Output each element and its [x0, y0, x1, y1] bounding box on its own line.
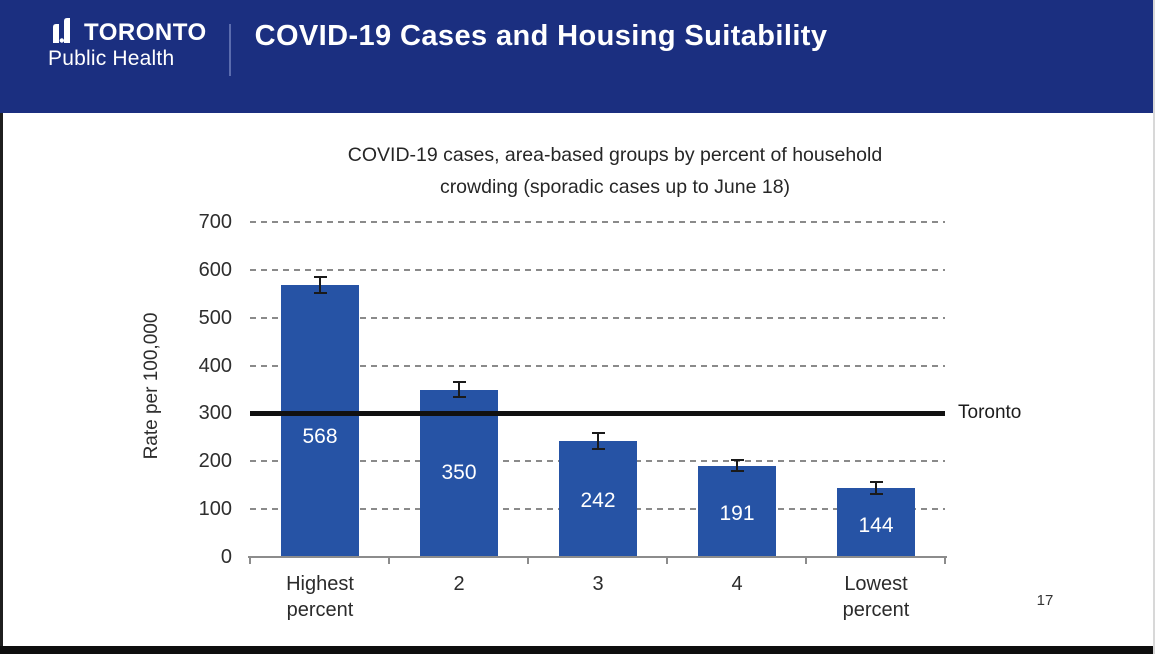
error-bar-cap-bottom-5 — [869, 493, 883, 495]
x-axis-tick — [249, 558, 251, 564]
error-bar-cap-bottom-3 — [591, 448, 605, 450]
gridline-600 — [250, 269, 945, 271]
bottom-bar — [0, 646, 1153, 654]
left-edge-strip — [0, 113, 3, 646]
ytick-0: 0 — [220, 546, 232, 568]
xtick-3: 3 — [592, 573, 604, 595]
error-bar-3 — [597, 433, 599, 449]
ytick-100: 100 — [198, 498, 232, 520]
gridline-700 — [250, 221, 945, 223]
error-bar-cap-top-3 — [591, 432, 605, 434]
xtick-highest-percent: Highest percent — [286, 573, 354, 621]
ytick-300: 300 — [198, 402, 232, 424]
gridline-500 — [250, 317, 945, 319]
error-bar-cap-top-1 — [313, 276, 327, 278]
header-divider — [228, 24, 231, 76]
logo-public-health-text: Public Health — [48, 47, 175, 70]
error-bar-cap-bottom-2 — [452, 396, 466, 398]
x-axis-tick — [944, 558, 946, 564]
bar-highest-percent — [281, 285, 359, 557]
xtick-4: 4 — [731, 573, 743, 595]
error-bar-cap-bottom-1 — [313, 292, 327, 294]
bar-3 — [559, 441, 637, 557]
slide-header: TORONTO Public Health COVID-19 Cases and… — [0, 0, 1153, 113]
toronto-reference-line — [250, 411, 945, 416]
error-bar-1 — [319, 277, 321, 293]
toronto-city-hall-icon — [53, 18, 70, 43]
bar-value-label: 242 — [580, 489, 616, 512]
x-axis-line — [248, 556, 947, 558]
error-bar-cap-top-2 — [452, 381, 466, 383]
ytick-400: 400 — [198, 355, 232, 377]
ytick-500: 500 — [198, 307, 232, 329]
x-axis-tick — [666, 558, 668, 564]
bar-2 — [420, 390, 498, 558]
chart-title: COVID-19 cases, area-based groups by per… — [230, 139, 1000, 203]
page-number: 17 — [1036, 592, 1054, 609]
xtick-2: 2 — [453, 573, 465, 595]
toronto-reference-label: Toronto — [958, 402, 1022, 423]
gridline-400 — [250, 365, 945, 367]
ytick-600: 600 — [198, 259, 232, 281]
error-bar-cap-top-5 — [869, 481, 883, 483]
error-bar-2 — [458, 382, 460, 397]
error-bar-5 — [875, 482, 877, 494]
bar-value-label: 191 — [719, 502, 755, 525]
slide-title: COVID-19 Cases and Housing Suitability — [254, 20, 828, 52]
bar-lowest-percent — [837, 488, 915, 557]
error-bar-4 — [736, 460, 738, 471]
bar-value-label: 568 — [302, 425, 338, 448]
chart-title-line2: crowding (sporadic cases up to June 18) — [439, 176, 791, 198]
xtick-lowest-percent: Lowest percent — [842, 573, 910, 621]
ytick-200: 200 — [198, 450, 232, 472]
tph-logo: TORONTO Public Health — [48, 16, 207, 72]
x-axis-tick — [805, 558, 807, 564]
error-bar-cap-bottom-4 — [730, 470, 744, 472]
error-bar-cap-top-4 — [730, 459, 744, 461]
chart-title-line1: COVID-19 cases, area-based groups by per… — [347, 144, 883, 166]
x-axis-tick — [527, 558, 529, 564]
bar-4 — [698, 466, 776, 557]
bar-value-label: 144 — [858, 514, 894, 537]
ytick-700: 700 — [198, 211, 232, 233]
logo-toronto-text: TORONTO — [84, 19, 207, 46]
x-axis-tick — [388, 558, 390, 564]
bar-value-label: 350 — [441, 461, 477, 484]
